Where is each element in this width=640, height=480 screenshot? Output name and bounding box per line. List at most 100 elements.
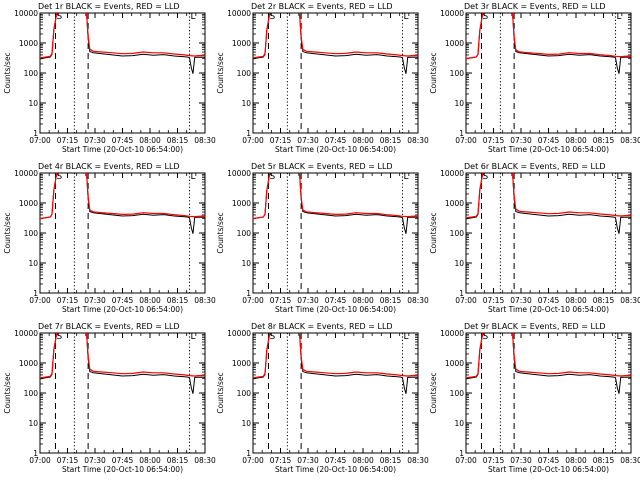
x-tick-label: 07:00	[29, 296, 51, 305]
y-axis-label: Counts/sec	[3, 372, 12, 413]
x-tick-label: 08:30	[620, 456, 640, 465]
events-series-line	[253, 13, 418, 74]
x-tick-label: 08:30	[194, 296, 216, 305]
x-tick-label: 07:00	[242, 296, 264, 305]
x-tick-label: 08:15	[380, 136, 402, 145]
event-marker-label: L	[191, 12, 196, 22]
series-group	[466, 173, 631, 234]
plot-frame	[39, 332, 206, 454]
y-tick-label: 10	[454, 419, 464, 428]
y-tick-label: 1	[459, 129, 464, 138]
lld-series-line	[253, 173, 418, 220]
x-tick-label: 08:00	[352, 456, 374, 465]
y-tick-label: 1000	[232, 199, 251, 208]
x-tick-label: 07:15	[270, 296, 292, 305]
x-axis-label: Start Time (20-Oct-10 06:54:00)	[62, 465, 183, 474]
y-axis-label: Counts/sec	[216, 212, 225, 253]
x-tick-label: 08:30	[194, 456, 216, 465]
y-tick-label: 10	[28, 99, 38, 108]
y-tick-label: 1	[246, 449, 251, 458]
x-tick-label: 08:30	[194, 136, 216, 145]
y-axis-label: Counts/sec	[216, 372, 225, 413]
events-series-line	[466, 13, 631, 74]
plot-det-9r: Det 9r BLACK = Events, RED = LLD 1 10 100 10…	[429, 322, 640, 474]
lld-series-line	[253, 333, 418, 379]
plot-title: Det 1r BLACK = Events, RED = LLD	[38, 2, 180, 11]
y-tick-label: 1000	[19, 359, 38, 368]
y-tick-label: 10	[454, 259, 464, 268]
y-tick-label: 100	[237, 229, 252, 238]
y-tick-label: 1	[33, 129, 38, 138]
events-series-line	[253, 333, 418, 394]
event-marker-label: L	[404, 172, 409, 182]
event-marker-label: S	[269, 332, 275, 342]
x-axis-label: Start Time (20-Oct-10 06:54:00)	[275, 465, 396, 474]
plot-frame	[252, 12, 419, 134]
y-tick-label: 10	[241, 419, 251, 428]
x-tick-label: 07:15	[483, 456, 505, 465]
event-marker-label: S	[482, 332, 488, 342]
plot-title: Det 6r BLACK = Events, RED = LLD	[464, 162, 606, 171]
event-marker-label: L	[191, 332, 196, 342]
lld-series-line	[466, 333, 631, 379]
y-axis-label: Counts/sec	[429, 372, 438, 413]
y-tick-label: 10000	[14, 329, 38, 338]
event-marker-label: L	[404, 12, 409, 22]
x-tick-label: 08:15	[167, 296, 189, 305]
series-group	[253, 173, 418, 234]
x-tick-label: 07:30	[84, 456, 106, 465]
y-tick-label: 100	[24, 389, 39, 398]
y-tick-label: 10000	[14, 9, 38, 18]
y-tick-label: 1	[459, 449, 464, 458]
x-tick-label: 07:30	[297, 456, 319, 465]
plot-frame	[465, 332, 632, 454]
y-tick-label: 100	[450, 389, 465, 398]
plot-title: Det 7r BLACK = Events, RED = LLD	[38, 322, 180, 331]
y-tick-label: 100	[24, 229, 39, 238]
y-tick-label: 10000	[440, 169, 464, 178]
events-series-line	[253, 173, 418, 234]
x-tick-label: 07:45	[325, 136, 347, 145]
lld-series-line	[466, 173, 631, 219]
x-tick-label: 08:00	[565, 296, 587, 305]
panel-det-7r: Det 7r BLACK = Events, RED = LLD 1 10 100 10…	[0, 320, 216, 480]
x-tick-label: 08:30	[407, 456, 429, 465]
x-tick-label: 07:45	[112, 456, 134, 465]
event-marker-label: L	[404, 332, 409, 342]
y-tick-label: 1	[246, 289, 251, 298]
x-tick-label: 07:00	[455, 296, 477, 305]
y-tick-label: 1000	[232, 359, 251, 368]
x-tick-label: 07:00	[29, 456, 51, 465]
x-tick-label: 08:15	[593, 456, 615, 465]
y-tick-label: 1	[33, 449, 38, 458]
y-tick-label: 1000	[19, 39, 38, 48]
x-tick-label: 07:15	[57, 136, 79, 145]
panel-det-3r: Det 3r BLACK = Events, RED = LLD 1 10 100 10…	[426, 0, 640, 160]
plot-frame	[465, 12, 632, 134]
plot-frame	[252, 172, 419, 294]
y-tick-label: 100	[237, 69, 252, 78]
plot-frame	[465, 172, 632, 294]
event-marker-label: L	[617, 12, 622, 22]
y-axis-label: Counts/sec	[3, 212, 12, 253]
x-tick-label: 07:30	[510, 136, 532, 145]
y-tick-label: 1	[33, 289, 38, 298]
y-tick-label: 10	[28, 259, 38, 268]
x-tick-label: 07:00	[29, 136, 51, 145]
panel-det-6r: Det 6r BLACK = Events, RED = LLD 1 10 100 10…	[426, 160, 640, 320]
x-tick-label: 07:45	[538, 456, 560, 465]
panel-det-2r: Det 2r BLACK = Events, RED = LLD 1 10 100 10…	[213, 0, 429, 160]
y-tick-label: 1000	[445, 39, 464, 48]
x-tick-label: 08:00	[352, 136, 374, 145]
events-series-line	[466, 173, 631, 234]
x-tick-label: 07:45	[112, 136, 134, 145]
event-marker-label: S	[56, 12, 62, 22]
x-tick-label: 08:30	[620, 296, 640, 305]
x-axis-label: Start Time (20-Oct-10 06:54:00)	[488, 465, 609, 474]
event-marker-label: S	[482, 172, 488, 182]
y-axis-label: Counts/sec	[429, 52, 438, 93]
x-tick-label: 07:30	[510, 296, 532, 305]
x-tick-label: 07:45	[325, 456, 347, 465]
x-tick-label: 07:45	[325, 296, 347, 305]
